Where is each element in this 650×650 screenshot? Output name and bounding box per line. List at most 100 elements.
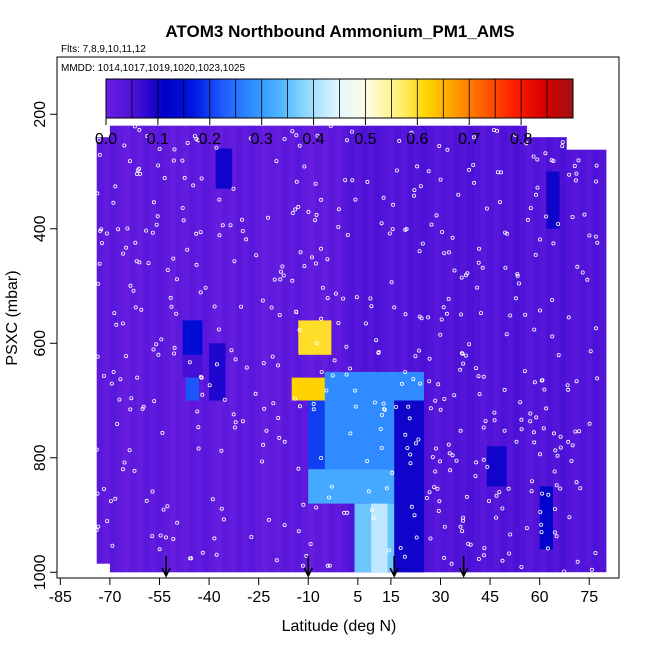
observation-point xyxy=(465,271,470,276)
observation-point xyxy=(587,421,592,426)
heatmap-cell xyxy=(579,149,587,573)
observation-point xyxy=(538,308,543,313)
observation-point xyxy=(428,406,433,411)
observation-point xyxy=(587,233,592,238)
chart-title: ATOM3 Northbound Ammonium_PM1_AMS xyxy=(165,22,514,41)
observation-point xyxy=(569,458,574,463)
observation-point xyxy=(381,401,386,406)
observation-point xyxy=(171,158,176,163)
observation-point xyxy=(539,530,544,535)
heatmap-column xyxy=(585,149,594,573)
observation-point xyxy=(171,256,176,261)
colorbar-tick-label: 0.7 xyxy=(458,131,480,148)
observation-point xyxy=(418,381,423,386)
heatmap-cell xyxy=(248,125,256,573)
observation-point xyxy=(478,311,483,316)
observation-point xyxy=(135,375,140,380)
heatmap-column xyxy=(526,137,534,573)
observation-point xyxy=(152,399,157,404)
observation-point xyxy=(390,227,395,232)
observation-point xyxy=(196,138,201,143)
observation-point xyxy=(535,157,540,162)
observation-point xyxy=(319,455,324,460)
observation-point xyxy=(519,427,524,432)
y-tick-label: 800 xyxy=(32,444,49,471)
observation-point xyxy=(146,261,151,266)
observation-point xyxy=(573,429,578,434)
heatmap-cell xyxy=(414,125,422,573)
observation-point xyxy=(428,536,433,541)
observation-point xyxy=(537,237,542,242)
observation-point xyxy=(437,459,442,464)
observation-point xyxy=(379,445,384,450)
observation-point xyxy=(133,305,138,310)
observation-point xyxy=(122,143,127,148)
observation-point xyxy=(294,179,299,184)
observation-point xyxy=(463,353,468,358)
observation-point xyxy=(450,453,455,458)
heatmap-cell xyxy=(526,137,534,573)
heatmap-column xyxy=(361,125,369,573)
observation-point xyxy=(477,392,482,397)
x-tick-label: 30 xyxy=(432,589,450,606)
observation-point xyxy=(302,264,307,269)
observation-point xyxy=(157,146,162,151)
observation-point xyxy=(558,434,563,439)
observation-point xyxy=(429,222,434,227)
observation-point xyxy=(473,474,478,479)
observation-point xyxy=(528,411,533,416)
observation-point xyxy=(113,496,118,501)
observation-point xyxy=(417,314,422,319)
observation-point xyxy=(476,374,481,379)
observation-point xyxy=(532,380,537,385)
observation-point xyxy=(365,179,370,184)
observation-point xyxy=(371,516,376,521)
observation-point xyxy=(154,342,159,347)
observation-point xyxy=(240,419,245,424)
observation-point xyxy=(438,332,443,337)
observation-point xyxy=(262,406,267,411)
heatmap-column xyxy=(519,125,527,573)
observation-point xyxy=(278,277,283,282)
heatmap-cell xyxy=(96,137,104,564)
heatmap-cell xyxy=(546,137,554,573)
observation-point xyxy=(124,354,129,359)
heatmap-column xyxy=(162,125,170,573)
observation-point xyxy=(118,377,123,382)
observation-point xyxy=(574,480,579,485)
observation-point xyxy=(570,214,575,219)
observation-point xyxy=(528,419,533,424)
x-tick-label: 5 xyxy=(353,589,362,606)
observation-point xyxy=(492,410,497,415)
observation-point xyxy=(540,491,545,496)
observation-point xyxy=(543,151,548,156)
observation-point xyxy=(326,495,331,500)
heatmap-cell xyxy=(275,125,283,573)
observation-point xyxy=(297,143,302,148)
observation-point xyxy=(96,137,101,142)
observation-point xyxy=(430,455,435,460)
observation-point xyxy=(145,134,150,139)
heatmap-column xyxy=(592,149,600,573)
observation-point xyxy=(485,464,490,469)
observation-point xyxy=(269,305,274,310)
observation-point xyxy=(518,400,523,405)
observation-point xyxy=(534,415,539,420)
observation-point xyxy=(94,527,99,532)
observation-point xyxy=(231,412,236,417)
heatmap-column xyxy=(288,125,296,573)
observation-point xyxy=(593,551,598,556)
observation-point xyxy=(200,392,205,397)
observation-point xyxy=(481,553,486,558)
observation-point xyxy=(539,522,544,527)
observation-point xyxy=(313,181,318,186)
observation-point xyxy=(233,357,238,362)
observation-point xyxy=(111,369,116,374)
observation-point xyxy=(442,524,447,529)
heatmap-cell xyxy=(381,125,389,573)
heatmap-cell xyxy=(453,125,461,573)
heatmap-cell xyxy=(202,125,210,573)
observation-point xyxy=(391,202,396,207)
heatmap-cell xyxy=(361,125,369,573)
observation-point xyxy=(95,491,100,496)
